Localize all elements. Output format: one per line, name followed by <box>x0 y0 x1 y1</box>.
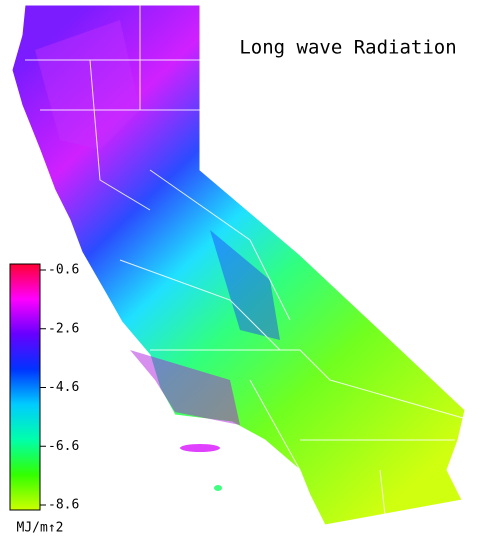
colorbar-tick-label: -6.6 <box>48 439 79 454</box>
state-map <box>11 4 471 526</box>
colorbar-gradient <box>9 263 41 511</box>
map-title: Long wave Radiation <box>239 37 456 59</box>
colorbar-tick-label: -4.6 <box>48 380 79 395</box>
colorbar-tick-label: -2.6 <box>48 321 79 336</box>
colorbar-unit: MJ/m↑2 <box>17 521 64 536</box>
colorbar: -0.6 -2.6 -4.6 -6.6 -8.6 <box>9 263 79 513</box>
colorbar-tick-label: -0.6 <box>48 263 79 278</box>
colorbar-tick-label: -8.6 <box>48 498 79 513</box>
